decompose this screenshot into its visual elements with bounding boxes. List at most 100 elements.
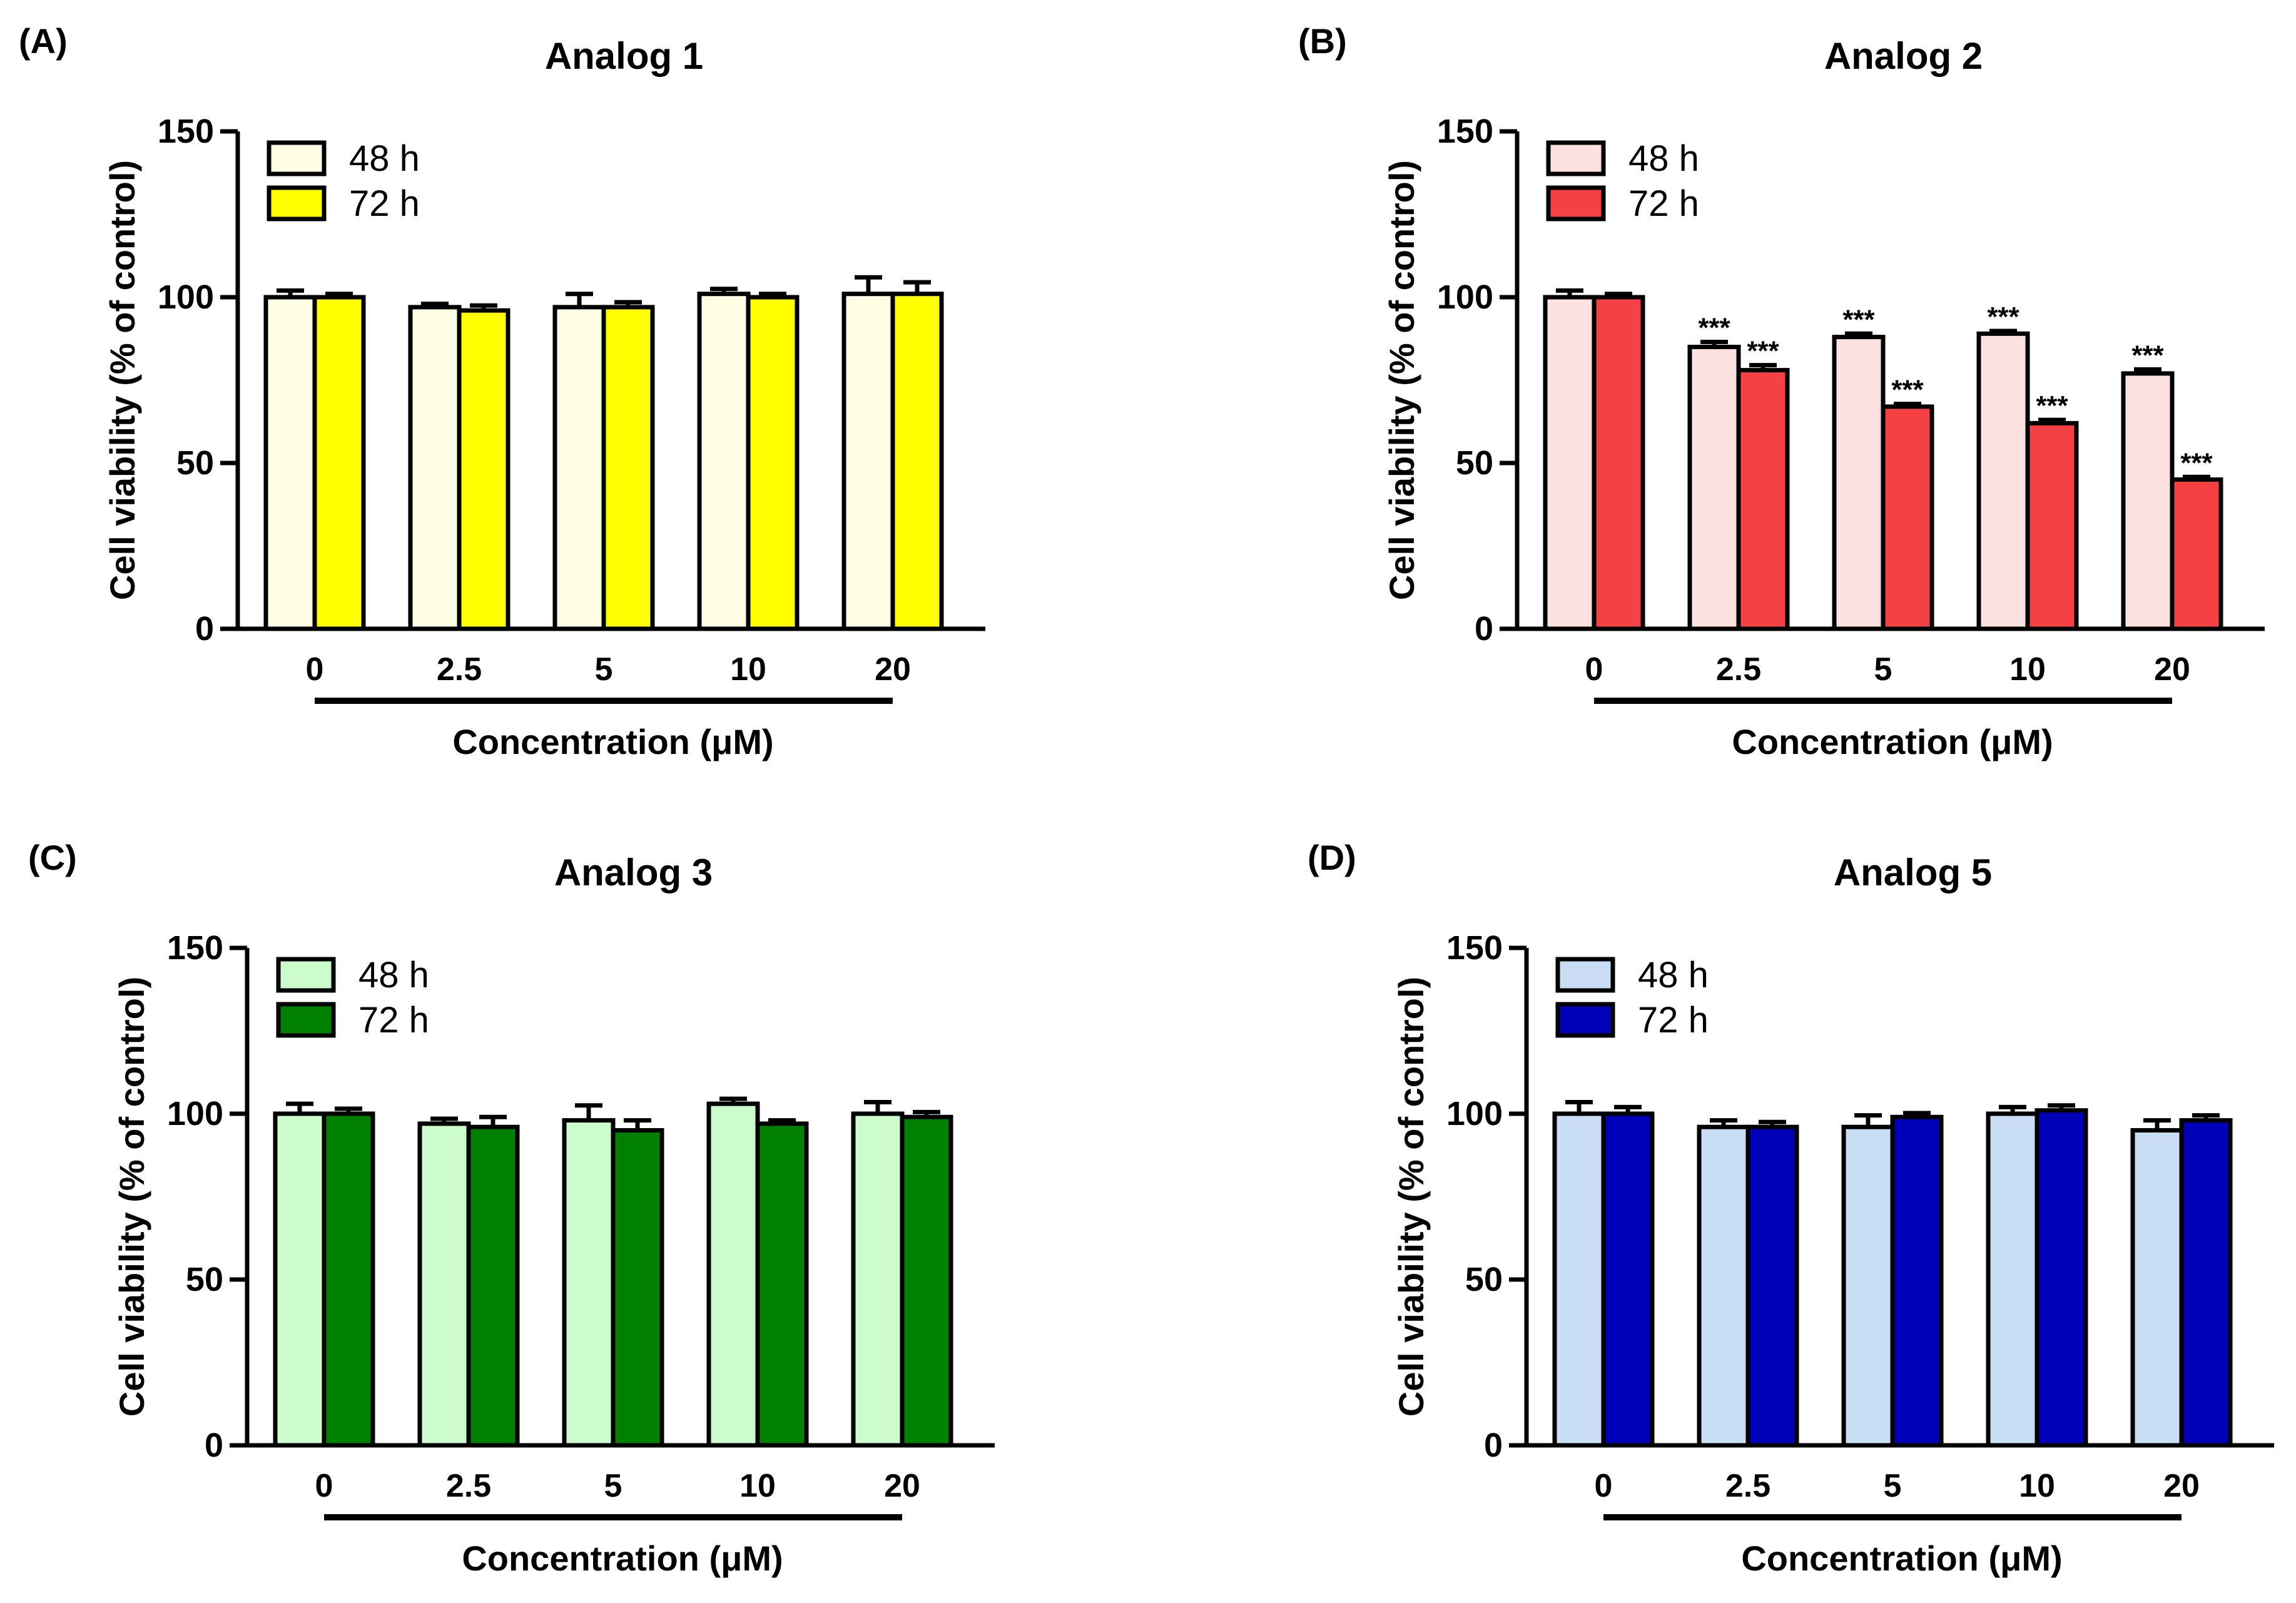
x-tick-label: 20 [884, 1468, 920, 1504]
x-tick-label: 5 [604, 1468, 622, 1504]
bar [746, 295, 800, 631]
chart-title: Analog 1 [545, 35, 703, 77]
bar [2121, 371, 2175, 631]
x-tick-label: 20 [2154, 651, 2190, 688]
bar [1986, 1111, 2039, 1448]
y-tick-label: 100 [158, 278, 214, 316]
bar [755, 1121, 809, 1448]
bar [1745, 1124, 1799, 1448]
x-tick-label: 0 [315, 1468, 333, 1504]
x-tick-label: 10 [2009, 651, 2046, 688]
y-axis-label: Cell viability (% of control) [1391, 977, 1431, 1417]
bar [2170, 477, 2223, 631]
bar [1832, 335, 1886, 631]
bar [1976, 331, 2030, 631]
legend-swatch [1555, 957, 1615, 993]
y-tick-label: 0 [205, 1427, 223, 1464]
legend-swatch [267, 185, 327, 221]
y-tick-label: 0 [195, 610, 214, 648]
x-tick-label: 0 [1585, 651, 1603, 688]
x-tick-label: 0 [1595, 1468, 1613, 1504]
x-tick-label: 20 [2163, 1468, 2200, 1504]
bar [408, 305, 462, 631]
legend-label: 72 h [1628, 183, 1699, 224]
bar [890, 292, 944, 631]
x-tick-label: 5 [595, 651, 613, 688]
bar [417, 1121, 471, 1448]
significance-label: *** [2036, 390, 2068, 421]
significance-label: *** [2180, 447, 2213, 478]
bar [601, 305, 655, 631]
panel-label: (B) [1298, 21, 1347, 61]
bar [2034, 1108, 2088, 1448]
bar [706, 1101, 760, 1448]
legend-swatch [1555, 1002, 1615, 1038]
legend-label: 48 h [358, 955, 429, 995]
x-tick-label: 5 [1874, 651, 1892, 688]
y-tick-label: 50 [1456, 444, 1493, 482]
bar [1697, 1124, 1750, 1448]
significance-label: *** [1987, 302, 2019, 332]
y-tick-label: 100 [1446, 1095, 1503, 1132]
bar [851, 1111, 905, 1448]
y-tick-label: 100 [1437, 278, 1493, 316]
bar [611, 1128, 664, 1448]
x-tick-label: 10 [730, 651, 766, 688]
y-tick-label: 150 [158, 113, 214, 150]
bar [1687, 345, 1741, 631]
x-tick-label: 2.5 [1716, 651, 1761, 688]
bar [1890, 1114, 1944, 1448]
bar [273, 1111, 327, 1448]
y-tick-label: 100 [167, 1095, 223, 1132]
y-tick-label: 150 [1446, 929, 1503, 967]
significance-label: *** [1891, 375, 1924, 405]
chart-title: Analog 5 [1834, 852, 1992, 893]
legend-swatch [1546, 140, 1606, 176]
y-tick-label: 150 [167, 929, 223, 967]
significance-label: *** [1747, 336, 1779, 367]
panel-label: (C) [28, 838, 77, 877]
legend-swatch [267, 140, 327, 176]
x-tick-label: 10 [739, 1468, 776, 1504]
legend-label: 48 h [349, 138, 420, 179]
significance-label: *** [1698, 313, 1730, 344]
legend-label: 48 h [1628, 138, 1699, 179]
bar [1552, 1111, 1606, 1448]
chart-title: Analog 3 [554, 852, 713, 893]
bar [1543, 295, 1597, 631]
x-tick-label: 20 [875, 651, 911, 688]
bar [2025, 420, 2079, 631]
legend-swatch [276, 957, 336, 993]
y-tick-label: 0 [1484, 1427, 1503, 1464]
bar [312, 295, 366, 631]
bar [1736, 368, 1790, 631]
significance-label: *** [2131, 340, 2164, 371]
significance-label: *** [1842, 304, 1875, 335]
bar [322, 1111, 375, 1448]
panel-label: (A) [19, 21, 68, 61]
x-axis-label: Concentration (μM) [462, 1539, 783, 1578]
bar [562, 1118, 616, 1448]
bar [457, 308, 511, 631]
bar [2130, 1128, 2184, 1448]
x-tick-label: 10 [2019, 1468, 2055, 1504]
y-tick-label: 0 [1475, 610, 1493, 648]
bar [900, 1114, 953, 1448]
x-tick-label: 2.5 [1725, 1468, 1770, 1504]
y-axis-label: Cell viability (% of control) [1382, 160, 1421, 600]
y-tick-label: 150 [1437, 113, 1493, 150]
bar [1841, 1124, 1895, 1448]
legend-swatch [1546, 185, 1606, 221]
x-tick-label: 5 [1884, 1468, 1902, 1504]
x-tick-label: 0 [306, 651, 324, 688]
panel-label: (D) [1308, 838, 1356, 877]
bar [841, 292, 895, 631]
bar [552, 305, 606, 631]
y-axis-label: Cell viability (% of control) [112, 977, 151, 1417]
legend-label: 72 h [358, 1000, 429, 1041]
